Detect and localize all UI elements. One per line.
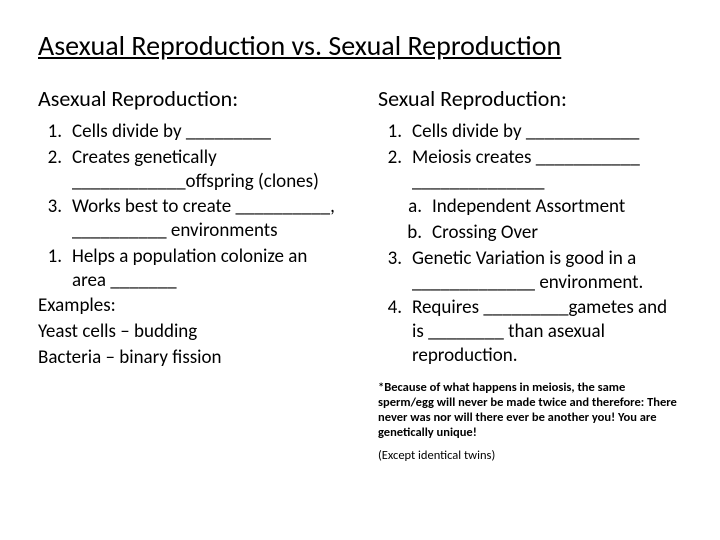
sexual-item-2b: b. Crossing Over [378,221,682,245]
asexual-item-1: 1. Cells divide by _________ [38,120,342,144]
asexual-item-2: 2. Creates genetically ____________offsp… [38,146,342,194]
item-text: Requires _________gametes and is _______… [412,296,682,367]
columns: Asexual Reproduction: 1. Cells divide by… [38,85,682,463]
item-text: Creates genetically ____________offsprin… [72,146,342,194]
item-number: 4. [378,296,412,367]
item-number: 3. [38,195,72,243]
item-text: Works best to create __________, _______… [72,195,342,243]
asexual-list: 1. Cells divide by _________ 2. Creates … [38,120,342,370]
item-text: Helps a population colonize an area ____… [72,245,342,293]
footnote-twins: (Except identical twins) [378,448,682,463]
sexual-item-1: 1. Cells divide by ____________ [378,120,682,144]
item-text: Genetic Variation is good in a _________… [412,247,682,295]
item-number: 1. [38,245,72,293]
example-bacteria: Bacteria – binary fission [38,346,342,370]
sexual-item-2a: a. Independent Assortment [378,195,682,219]
subitem-text: Crossing Over [432,221,682,245]
item-number: 2. [38,146,72,194]
right-column: Sexual Reproduction: 1. Cells divide by … [378,85,682,463]
subitem-letter: a. [378,195,432,219]
sexual-list: 1. Cells divide by ____________ 2. Meios… [378,120,682,368]
sexual-item-2: 2. Meiosis creates ___________ _________… [378,146,682,194]
item-number: 2. [378,146,412,194]
item-text: Meiosis creates ___________ ____________… [412,146,682,194]
item-number: 1. [38,120,72,144]
subitem-text: Independent Assortment [432,195,682,219]
item-number: 3. [378,247,412,295]
sexual-item-4: 4. Requires _________gametes and is ____… [378,296,682,367]
asexual-heading: Asexual Reproduction: [38,85,342,112]
page: Asexual Reproduction vs. Sexual Reproduc… [0,0,720,463]
asexual-item-4: 1. Helps a population colonize an area _… [38,245,342,293]
subitem-letter: b. [378,221,432,245]
asexual-item-3: 3. Works best to create __________, ____… [38,195,342,243]
sexual-heading: Sexual Reproduction: [378,85,682,112]
example-yeast: Yeast cells – budding [38,320,342,344]
footnote-lead: *Because of what happens in meiosis, the… [378,380,644,410]
footnote-meiosis: *Because of what happens in meiosis, the… [378,380,682,440]
examples-label: Examples: [38,294,342,318]
item-text: Cells divide by _________ [72,120,342,144]
item-text: Cells divide by ____________ [412,120,682,144]
sexual-item-3: 3. Genetic Variation is good in a ______… [378,247,682,295]
item-number: 1. [378,120,412,144]
main-title: Asexual Reproduction vs. Sexual Reproduc… [38,28,682,63]
left-column: Asexual Reproduction: 1. Cells divide by… [38,85,342,463]
